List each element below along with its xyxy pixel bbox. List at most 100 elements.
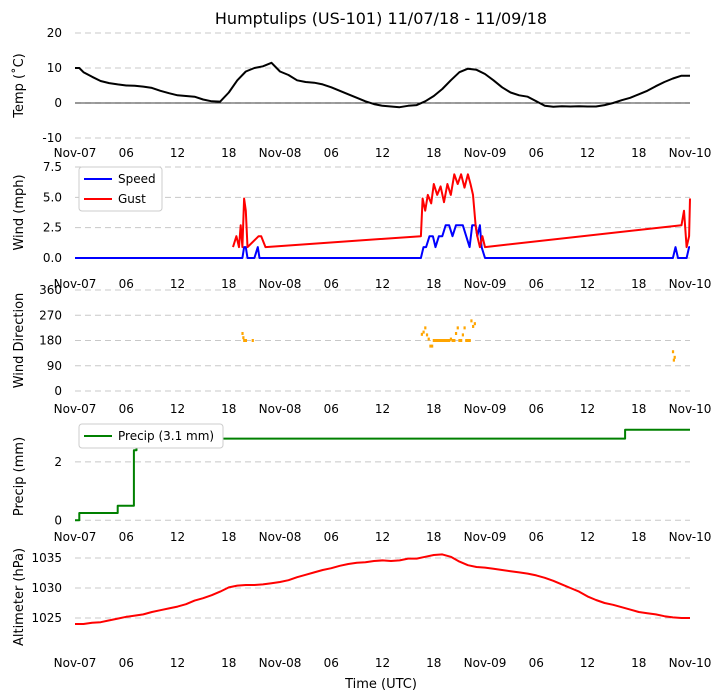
panel-temp: -10 0 10 20 Temp (˚C) Nov-07 06 12 18 Nov-08 06 12 1… [11, 26, 711, 160]
data-point [436, 339, 439, 342]
data-point [458, 339, 461, 342]
y-tick-label: 1025 [31, 611, 62, 625]
x-tick-label: 18 [221, 656, 236, 670]
y-tick-label: 1030 [31, 581, 62, 595]
x-tick-label: Nov-07 [54, 656, 97, 670]
x-tick-label: 18 [426, 656, 441, 670]
x-tick-label: 18 [221, 530, 236, 544]
legend-label: Gust [118, 192, 146, 206]
data-point [432, 339, 435, 342]
x-tick-label: 12 [580, 656, 595, 670]
y-tick-label: 7.5 [43, 160, 62, 174]
series-line-speed [75, 224, 691, 259]
y-tick-label: 0 [54, 384, 62, 398]
x-tick-label: Nov-08 [259, 656, 302, 670]
data-point [437, 339, 441, 342]
x-tick-label: 18 [221, 277, 236, 291]
x-tick-label: Nov-09 [464, 530, 507, 544]
data-point [672, 358, 675, 362]
data-point [465, 339, 468, 342]
x-tick-label: Nov-07 [54, 402, 97, 416]
x-tick-label: 06 [324, 277, 339, 291]
x-tick-label: Nov-07 [54, 530, 97, 544]
legend-box [78, 423, 224, 449]
data-point [242, 336, 245, 340]
x-tick-label: Nov-08 [259, 277, 302, 291]
chart-title: Humptulips (US-101) 11/07/18 - 11/09/18 [215, 9, 547, 28]
legend-label: Precip (3.1 mm) [118, 429, 214, 443]
y-axis-label: Altimeter (hPa) [12, 548, 27, 646]
x-tick-label: Nov-09 [464, 146, 507, 160]
data-point [241, 331, 244, 335]
data-point [449, 337, 453, 341]
x-tick-label: 12 [375, 530, 390, 544]
x-tick-label: 18 [221, 146, 236, 160]
y-axis-label: Wind (mph) [12, 174, 27, 250]
x-tick-label: Nov-09 [464, 277, 507, 291]
x-tick-label: 12 [580, 530, 595, 544]
y-tick-label: 1035 [31, 551, 62, 565]
data-point [441, 339, 444, 342]
data-point [473, 322, 476, 326]
x-tick-label: 18 [631, 277, 646, 291]
data-point [454, 331, 458, 335]
x-tick-label: 12 [375, 656, 390, 670]
x-tick-label: 12 [580, 277, 595, 291]
x-tick-label: 12 [580, 146, 595, 160]
x-tick-label: Nov-09 [464, 656, 507, 670]
data-point [422, 330, 425, 334]
y-tick-label: 0 [54, 513, 62, 527]
series-line-temp [75, 61, 690, 109]
data-point [453, 339, 456, 342]
x-tick-label: 12 [375, 277, 390, 291]
x-tick-label: Nov-10 [669, 277, 712, 291]
y-tick-label: -10 [42, 131, 62, 145]
data-point [420, 332, 423, 336]
x-tick-label: Nov-09 [464, 402, 507, 416]
panel-precip: 0 2 Precip (mm) Nov-07 06 12 18 Nov-08 06 12 18 Nov… [12, 423, 711, 544]
data-point [424, 326, 427, 330]
x-tick-label: 06 [119, 530, 134, 544]
data-point [446, 339, 449, 342]
x-tick-label: Nov-08 [259, 402, 302, 416]
x-tick-label: 06 [324, 146, 339, 160]
x-tick-label: 06 [119, 277, 134, 291]
data-point [444, 339, 447, 342]
x-tick-label: 12 [375, 146, 390, 160]
panel-altimeter: 1025 1030 1035 Altimeter (hPa) Nov-07 06 12 18 N… [12, 548, 711, 670]
y-tick-label: 0.0 [43, 251, 62, 265]
data-point [456, 326, 459, 330]
x-tick-label: 12 [170, 146, 185, 160]
x-tick-label: 18 [221, 402, 236, 416]
y-tick-label: 0 [54, 96, 62, 110]
x-tick-label: Nov-07 [54, 146, 97, 160]
x-tick-label: 18 [631, 146, 646, 160]
data-point [461, 333, 464, 337]
x-axis-label: Time (UTC) [344, 677, 417, 692]
x-tick-label: 12 [170, 277, 185, 291]
x-tick-label: 18 [426, 146, 441, 160]
data-point [470, 319, 473, 323]
panel-wind_direction: 0 90 180 270 360 Wind Direction Nov-07 06 12 18 No… [12, 283, 711, 416]
data-point [451, 339, 454, 342]
x-tick-label: 18 [631, 402, 646, 416]
y-tick-label: 360 [39, 283, 62, 297]
series-line-precip-3-1-mm [75, 428, 690, 522]
x-tick-label: 12 [170, 530, 185, 544]
x-tick-label: 18 [426, 402, 441, 416]
y-tick-label: 180 [39, 334, 62, 348]
y-tick-label: 10 [47, 61, 62, 75]
x-tick-label: 06 [529, 402, 544, 416]
data-point [448, 339, 451, 342]
x-tick-label: 12 [375, 402, 390, 416]
data-point [671, 350, 675, 354]
series-line-altimeter [75, 553, 690, 625]
x-tick-label: 06 [324, 656, 339, 670]
y-tick-label: 90 [47, 359, 62, 373]
x-tick-label: Nov-08 [259, 146, 302, 160]
x-tick-label: Nov-10 [669, 656, 712, 670]
data-point [427, 337, 430, 341]
x-tick-label: 06 [324, 530, 339, 544]
